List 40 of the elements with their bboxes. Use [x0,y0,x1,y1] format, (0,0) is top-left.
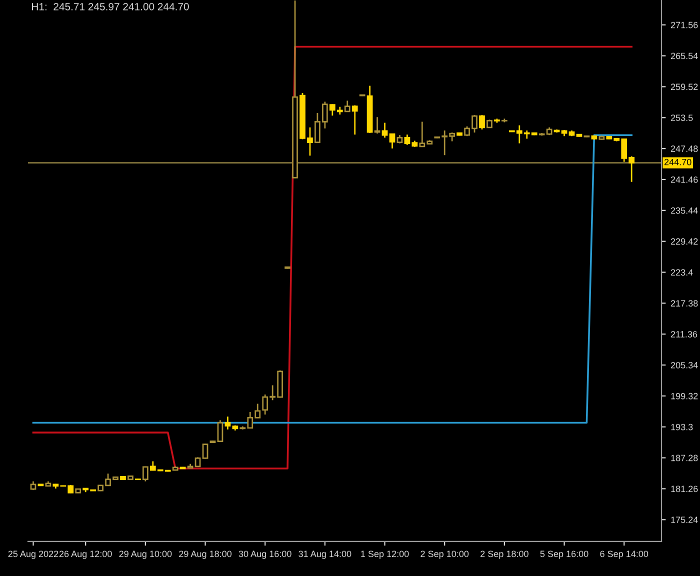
x-tick-label: 5 Sep 16:00 [540,550,588,559]
y-tick-label: 181.26 [671,486,698,492]
y-tick-label: 253.5 [670,114,693,121]
y-tick-label: 271.56 [670,22,698,28]
candlestick [382,122,388,138]
y-tick-label: 211.36 [670,331,698,338]
x-tick-label: 30 Aug 16:00 [238,550,292,559]
candlestick [202,443,208,460]
x-tick-label: 29 Aug 10:00 [119,550,172,559]
x-tick-label: 2 Sep 18:00 [480,550,528,559]
y-tick-label: 247.48 [670,146,698,152]
y-tick-label: 187.28 [671,454,698,462]
y-tick-label: 193.3 [671,424,693,430]
y-tick-label: 205.34 [670,362,698,368]
ref-line-label: 244.70 [664,158,692,166]
y-tick-label: 229.42 [670,238,698,245]
x-tick-label: 1 Sep 12:00 [361,550,409,559]
x-tick-label: 29 Aug 18:00 [179,550,232,559]
candlestick [344,100,350,113]
candlestick [374,116,380,134]
candlestick [142,466,148,482]
candlestick [217,420,224,442]
y-tick-label: 199.32 [671,392,698,400]
y-tick-label: 235.44 [670,207,698,214]
y-tick-label: 259.52 [670,84,698,90]
y-tick-label: 265.54 [670,52,698,60]
x-tick-label: 26 Aug 12:00 [59,550,112,559]
y-tick-label: 175.24 [671,516,698,524]
candlestick [352,104,358,136]
y-tick-label: 223.4 [670,269,693,276]
x-tick-label: 31 Aug 14:00 [298,550,352,559]
candlestick [194,456,201,468]
chart-title: H1: 245.71 245.97 241.00 244.70 [32,2,189,10]
y-tick-label: 241.46 [670,176,698,183]
x-tick-label: 6 Sep 14:00 [600,550,648,559]
y-tick-label: 217.38 [670,300,698,307]
x-tick-label: 2 Sep 10:00 [420,550,469,559]
candlestick [389,132,396,150]
candlestick [479,114,485,130]
x-tick-label: 25 Aug 2022 [8,550,58,559]
